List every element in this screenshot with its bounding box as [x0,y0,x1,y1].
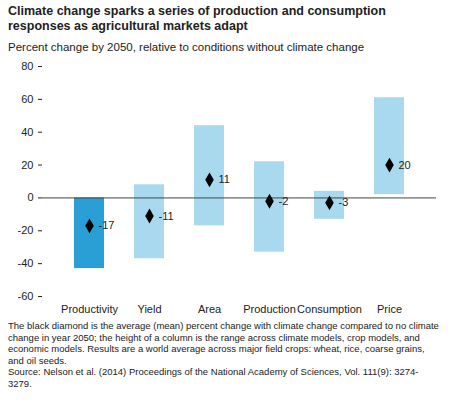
svg-text:0: 0 [27,191,33,203]
svg-text:20: 20 [21,159,33,171]
svg-text:20: 20 [399,159,411,171]
svg-text:40: 40 [21,126,33,138]
svg-text:60: 60 [21,93,33,105]
html-text:Percent change by 2050, relati: Percent change by 2050, relative to cond… [8,41,365,53]
html-text:The black diamond is the avera: The black diamond is the average (mean) … [8,320,439,366]
svg-text:-60: -60 [18,290,34,302]
svg-text:-11: -11 [159,210,174,222]
svg-text:Area: Area [198,303,222,315]
svg-text:-40: -40 [18,257,34,269]
svg-text:80: 80 [21,60,33,72]
svg-text:-20: -20 [18,224,34,236]
svg-text:Yield: Yield [137,303,161,315]
html-text:Climate change sparks a series: Climate change sparks a series of produc… [8,4,386,33]
svg-text:-17: -17 [99,219,115,231]
svg-text:11: 11 [219,173,230,185]
svg-text:-3: -3 [339,196,349,208]
svg-text:Production: Production [243,303,296,315]
html-text:Source: Nelson et al. (2014) P: Source: Nelson et al. (2014) Proceedings… [8,366,419,389]
svg-text:Productivity: Productivity [61,303,118,315]
svg-text:Price: Price [377,303,402,315]
svg-text:Consumption: Consumption [297,303,362,315]
svg-text:-2: -2 [279,195,289,207]
